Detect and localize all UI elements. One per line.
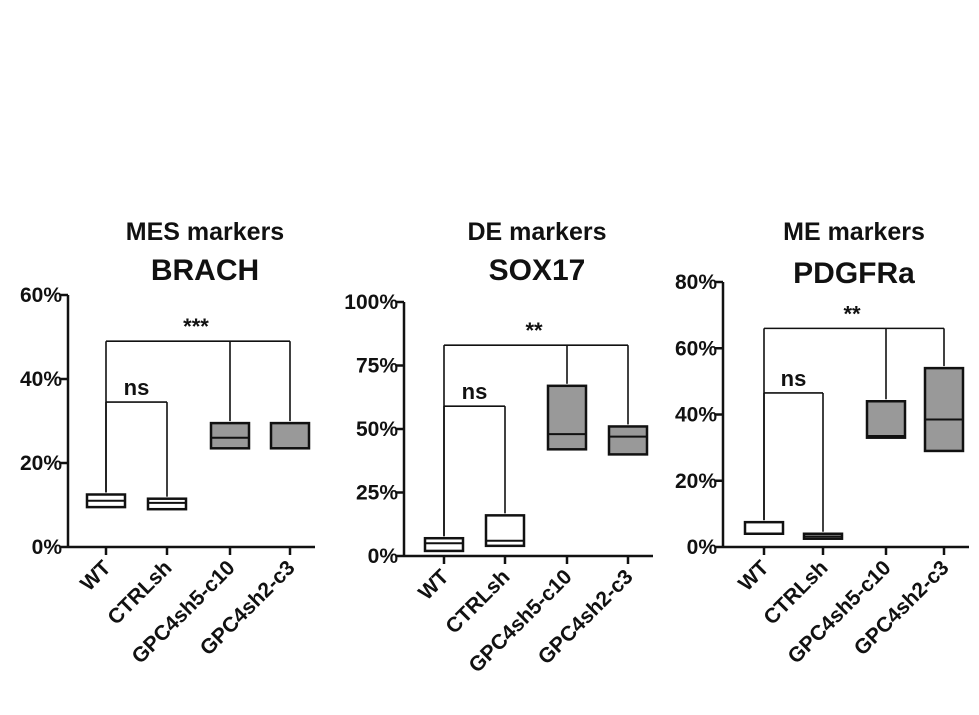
significance-bracket: ***	[105, 314, 291, 493]
chart-subtitle: DE markers	[468, 218, 607, 246]
significance-bracket: ns	[763, 366, 824, 532]
box-rect	[269, 421, 311, 450]
box-ctrlsh	[146, 497, 188, 511]
box-gpc4sh2-c3	[607, 425, 649, 456]
chart-panel-brach: MES markersBRACH0%20%40%60%WTCTRLshGPC4s…	[20, 218, 315, 668]
chart-panel-sox17: DE markersSOX170%25%50%75%100%WTCTRLshGP…	[344, 218, 653, 677]
y-tick-label: 0%	[687, 536, 718, 559]
chart-title: BRACH	[151, 254, 259, 287]
box-wt	[85, 493, 127, 509]
significance-label: ***	[183, 314, 209, 339]
y-tick-label: 80%	[675, 271, 717, 294]
significance-label: ns	[781, 366, 807, 391]
y-tick-label: 100%	[344, 291, 398, 314]
box-wt	[743, 520, 785, 535]
chart-title: SOX17	[489, 254, 586, 287]
chart-title: PDGFRa	[793, 257, 915, 290]
y-tick-label: 25%	[356, 482, 398, 505]
y-tick-label: 40%	[20, 368, 62, 391]
box-rect	[209, 421, 251, 450]
x-tick-label: WT	[76, 556, 115, 595]
y-tick-label: 20%	[20, 452, 62, 475]
box-ctrlsh	[802, 532, 844, 540]
box-gpc4sh2-c3	[269, 421, 311, 450]
x-tick-label: WT	[414, 565, 453, 604]
box-gpc4sh2-c3	[923, 366, 965, 453]
chart-panel-pdgfra: ME markersPDGFRa0%20%40%60%80%WTCTRLshGP…	[675, 218, 969, 668]
significance-bracket: ns	[443, 379, 506, 537]
y-tick-label: 0%	[32, 536, 63, 559]
significance-bracket: **	[763, 301, 945, 521]
box-rect	[607, 425, 649, 456]
significance-label: **	[843, 301, 861, 326]
box-rect	[743, 520, 785, 535]
box-wt	[423, 536, 465, 553]
significance-label: **	[525, 318, 543, 343]
box-rect	[423, 536, 465, 553]
y-tick-label: 60%	[675, 337, 717, 360]
box-gpc4sh5-c10	[546, 384, 588, 451]
box-rect	[865, 400, 907, 439]
significance-label: ns	[462, 379, 488, 404]
significance-bracket: **	[443, 318, 629, 537]
y-tick-label: 40%	[675, 404, 717, 427]
significance-bracket: ns	[105, 375, 168, 497]
y-tick-label: 20%	[675, 470, 717, 493]
box-rect	[546, 384, 588, 451]
box-rect	[146, 497, 188, 511]
y-tick-label: 75%	[356, 355, 398, 378]
x-tick-label: WT	[734, 556, 773, 595]
chart-subtitle: ME markers	[783, 218, 925, 246]
box-gpc4sh5-c10	[865, 400, 907, 439]
y-tick-label: 60%	[20, 284, 62, 307]
box-ctrlsh	[484, 514, 526, 548]
significance-label: ns	[124, 375, 150, 400]
box-gpc4sh5-c10	[209, 421, 251, 450]
chart-subtitle: MES markers	[126, 218, 284, 246]
y-tick-label: 0%	[368, 545, 399, 568]
box-rect	[923, 366, 965, 453]
y-tick-label: 50%	[356, 418, 398, 441]
